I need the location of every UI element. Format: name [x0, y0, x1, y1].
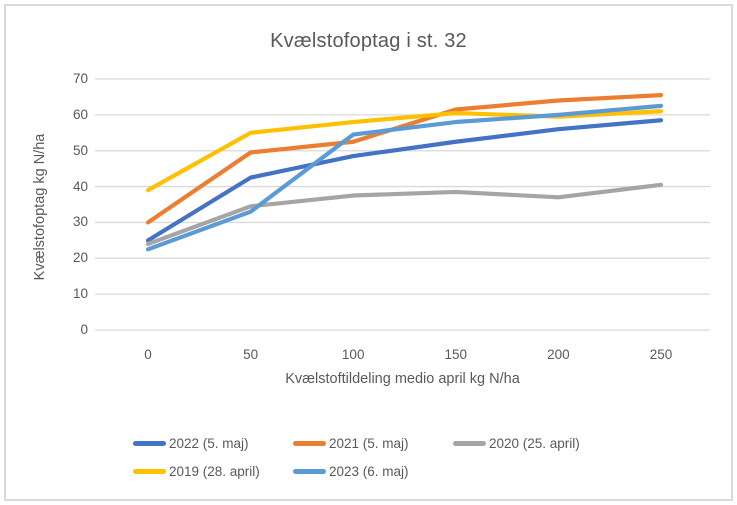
legend-item[interactable]: 2020 (25. april): [453, 429, 613, 457]
legend-item[interactable]: 2021 (5. maj): [293, 429, 453, 457]
legend: 2022 (5. maj) 2021 (5. maj) 2020 (25. apri…: [133, 429, 613, 485]
legend-label: 2022 (5. maj): [169, 435, 249, 451]
series-line-2022: [145, 118, 664, 243]
series-line-2023: [145, 103, 664, 252]
x-axis-title: Kvælstoftildeling medio april kg N/ha: [285, 371, 520, 387]
x-tick-label: 0: [144, 347, 152, 362]
legend-label: 2020 (25. april): [489, 435, 580, 451]
series-line-2021: [145, 93, 664, 225]
legend-label: 2019 (28. april): [169, 463, 260, 479]
y-tick-label: 30: [72, 214, 88, 230]
y-axis-title: Kvælstofoptag kg N/ha: [32, 133, 48, 281]
legend-line-swatch: [133, 468, 166, 474]
series-line-2020: [145, 182, 664, 247]
legend-label: 2021 (5. maj): [329, 435, 409, 451]
x-tick-label: 100: [341, 347, 365, 362]
y-tick-label: 0: [80, 322, 88, 337]
legend-line-swatch: [293, 468, 326, 474]
x-tick-label: 150: [444, 347, 468, 362]
x-tick-label: 250: [649, 347, 673, 362]
legend-item[interactable]: 2019 (28. april): [133, 457, 293, 485]
y-tick-label: 20: [72, 250, 88, 266]
legend-label: 2023 (6. maj): [329, 463, 409, 479]
x-tick-label: 50: [243, 347, 259, 362]
x-tick-label: 200: [547, 347, 570, 362]
chart-title: Kvælstofoptag i st. 32: [270, 30, 467, 52]
y-tick-label: 40: [72, 178, 88, 194]
legend-item[interactable]: 2023 (6. maj): [293, 457, 453, 485]
legend-line-swatch: [453, 440, 486, 446]
legend-item[interactable]: 2022 (5. maj): [133, 429, 293, 457]
legend-line-swatch: [293, 440, 326, 446]
y-tick-label: 70: [72, 71, 88, 86]
y-tick-label: 50: [72, 142, 88, 158]
y-tick-label: 60: [72, 106, 88, 122]
series-line-2019: [145, 109, 664, 193]
y-tick-label: 10: [72, 286, 88, 302]
legend-line-swatch: [133, 440, 166, 446]
